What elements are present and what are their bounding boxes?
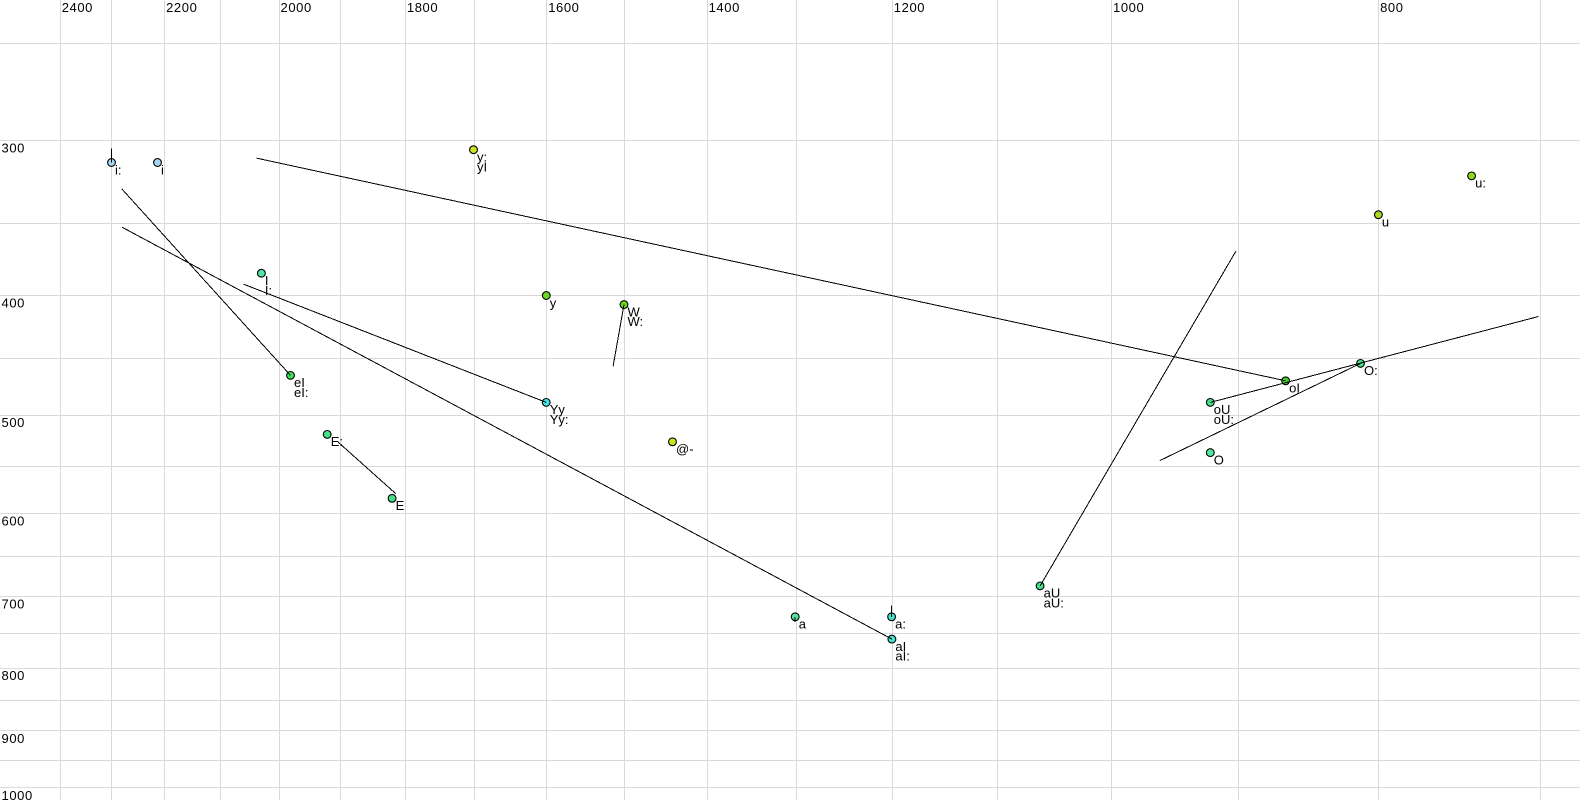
svg-text:aI:: aI:: [895, 649, 909, 664]
svg-text:Yy: Yy: [550, 402, 566, 417]
svg-text:W:: W:: [628, 314, 644, 329]
svg-text:aI: aI: [895, 639, 906, 654]
svg-text:1000: 1000: [2, 788, 33, 800]
svg-text:oI: oI: [1289, 381, 1300, 396]
svg-text:1000: 1000: [1113, 0, 1144, 15]
svg-text:oU:: oU:: [1214, 412, 1234, 427]
svg-text:I: I: [265, 273, 269, 288]
svg-text:oU: oU: [1214, 402, 1231, 417]
svg-text:a: a: [799, 617, 807, 632]
svg-text:800: 800: [1380, 0, 1404, 15]
svg-text:2000: 2000: [281, 0, 312, 15]
svg-text:2200: 2200: [166, 0, 197, 15]
svg-text:500: 500: [2, 415, 26, 430]
svg-text:W: W: [628, 304, 641, 319]
svg-text:E:: E:: [331, 434, 343, 449]
svg-text:aU: aU: [1044, 586, 1061, 601]
svg-text:yI: yI: [477, 159, 487, 174]
svg-text:O:: O:: [1364, 363, 1378, 378]
svg-text:600: 600: [2, 513, 26, 528]
svg-text:i:: i:: [115, 162, 122, 177]
svg-text:u:: u:: [1475, 176, 1486, 191]
svg-text:300: 300: [2, 141, 26, 156]
svg-text:900: 900: [2, 731, 26, 746]
svg-text:@-: @-: [676, 442, 694, 457]
svg-text:700: 700: [2, 596, 26, 611]
svg-text:E: E: [396, 498, 405, 513]
svg-text:O: O: [1214, 452, 1224, 467]
svg-text:eI:: eI:: [294, 385, 308, 400]
svg-text:1400: 1400: [709, 0, 740, 15]
svg-text:400: 400: [2, 295, 26, 310]
svg-text:u: u: [1382, 215, 1389, 230]
svg-text:i: i: [161, 162, 164, 177]
svg-text:aU:: aU:: [1044, 596, 1064, 611]
svg-text:1600: 1600: [548, 0, 579, 15]
svg-text:1800: 1800: [407, 0, 438, 15]
svg-text:eI: eI: [294, 375, 305, 390]
svg-text:a:: a:: [895, 617, 906, 632]
svg-text:1200: 1200: [894, 0, 925, 15]
svg-text:y: y: [550, 295, 557, 310]
svg-text:2400: 2400: [62, 0, 93, 15]
svg-text:800: 800: [2, 668, 26, 683]
svg-text:Yy:: Yy:: [550, 412, 569, 427]
svg-text:I:: I:: [265, 283, 272, 298]
svg-text:y:: y:: [477, 150, 487, 165]
